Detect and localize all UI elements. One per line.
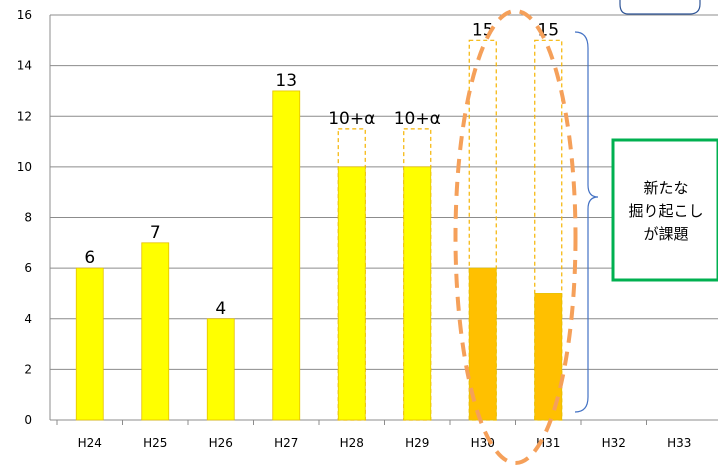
callout-text-line: が課題: [643, 225, 688, 243]
x-tick-label: H26: [209, 436, 233, 450]
bar: [338, 167, 365, 420]
callout-bubble: [620, 0, 700, 14]
bar: [273, 91, 300, 420]
bar: [76, 268, 103, 420]
callout-text-line: 掘り起こし: [628, 202, 703, 220]
y-tick-label: 6: [24, 261, 32, 275]
data-label: 6: [84, 248, 95, 268]
y-tick-label: 2: [24, 362, 32, 376]
data-label: 13: [275, 71, 297, 91]
bar: [142, 243, 169, 420]
x-tick-label: H24: [78, 436, 102, 450]
y-tick-label: 12: [17, 109, 32, 123]
x-tick-label: H29: [405, 436, 429, 450]
x-tick-label: H27: [274, 436, 298, 450]
bar: [207, 319, 234, 420]
x-tick-label: H32: [602, 436, 626, 450]
bar: [404, 167, 431, 420]
data-label: 10+α: [394, 109, 441, 129]
y-tick-label: 14: [17, 59, 32, 73]
y-tick-label: 16: [17, 8, 32, 22]
data-label: 10+α: [328, 109, 375, 129]
data-label: 4: [215, 299, 226, 319]
data-label: 7: [150, 223, 161, 243]
x-tick-label: H25: [143, 436, 167, 450]
callout-text-line: 新たな: [643, 179, 688, 197]
y-tick-label: 10: [17, 160, 32, 174]
y-tick-label: 4: [24, 312, 32, 326]
x-tick-label: H28: [340, 436, 364, 450]
curly-brace: [575, 32, 598, 412]
y-tick-label: 8: [24, 211, 32, 225]
x-tick-label: H33: [667, 436, 691, 450]
y-tick-label: 0: [24, 413, 32, 427]
